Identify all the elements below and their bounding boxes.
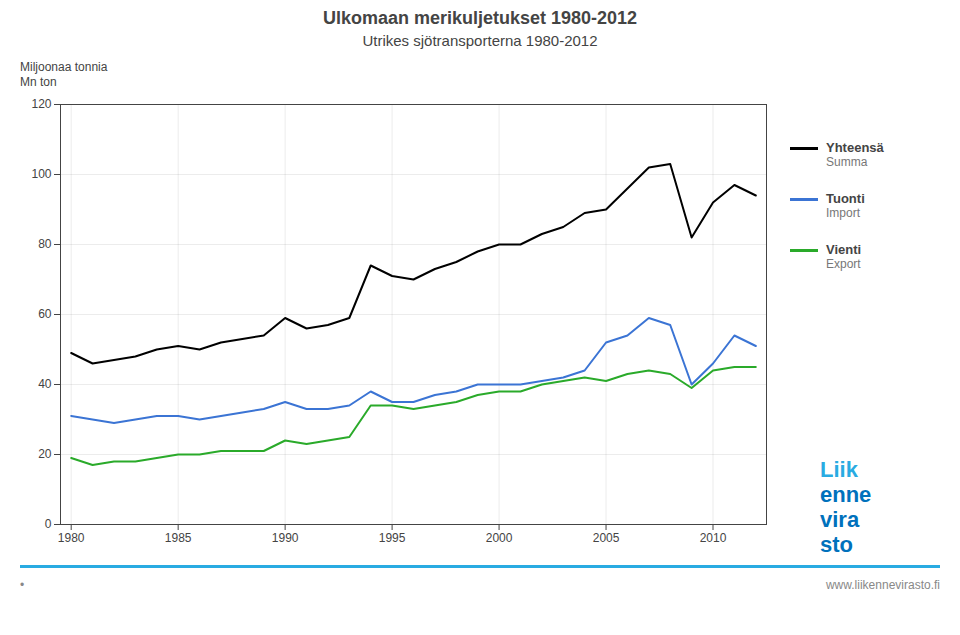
html-text:enne: enne	[820, 482, 872, 507]
svg-text:80: 80	[38, 237, 52, 251]
html-text:www.liikennevirasto.fi: www.liikennevirasto.fi	[826, 578, 940, 592]
svg-text:60: 60	[38, 307, 52, 321]
svg-text:40: 40	[38, 377, 52, 391]
svg-text:1980: 1980	[58, 531, 85, 545]
html-text:Tuonti: Tuonti	[826, 191, 865, 206]
html-text:Liik: Liik	[820, 457, 858, 482]
svg-text:1990: 1990	[272, 531, 299, 545]
html-text:vira: vira	[820, 507, 860, 532]
html-text:Mn ton: Mn ton	[20, 75, 57, 89]
html-text:Export: Export	[826, 257, 861, 271]
html-text:Miljoonaa tonnia: Miljoonaa tonnia	[20, 60, 108, 74]
svg-text:0: 0	[45, 517, 52, 531]
svg-text:20: 20	[38, 447, 52, 461]
html-text:Summa: Summa	[826, 155, 868, 169]
svg-text:100: 100	[31, 167, 51, 181]
svg-text:120: 120	[31, 97, 51, 111]
html-text:Yhteensä: Yhteensä	[826, 140, 884, 155]
svg-text:2005: 2005	[593, 531, 620, 545]
html-text:Utrikes sjötransporterna 1980-: Utrikes sjötransporterna 1980-2012	[362, 32, 598, 49]
svg-text:2010: 2010	[700, 531, 727, 545]
html-text:Ulkomaan merikuljetukset 1980-: Ulkomaan merikuljetukset 1980-2012	[322, 8, 638, 28]
html-text:Import: Import	[826, 206, 860, 220]
svg-text:1985: 1985	[165, 531, 192, 545]
svg-text:2000: 2000	[486, 531, 513, 545]
svg-text:1995: 1995	[379, 531, 406, 545]
html-text:Vienti: Vienti	[826, 242, 862, 257]
html-text:sto: sto	[820, 532, 853, 557]
